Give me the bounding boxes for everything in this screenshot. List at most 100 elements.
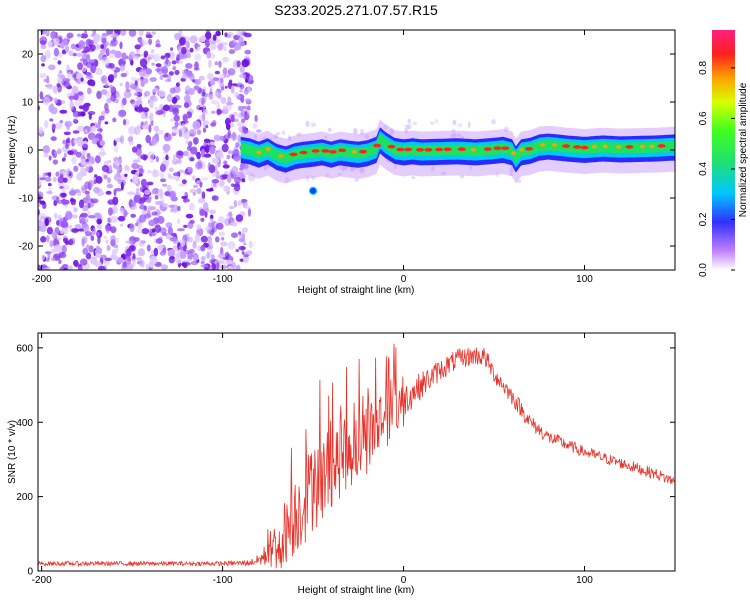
noise-blob [48, 64, 56, 71]
ridge-peak [591, 145, 597, 149]
noise-blob [221, 143, 229, 153]
noise-blob [90, 62, 95, 67]
noise-blob [230, 39, 237, 47]
noise-blob [219, 155, 224, 160]
noise-blob [73, 138, 78, 145]
noise-blob [110, 38, 118, 46]
noise-blob [100, 89, 108, 95]
noise-blob [210, 122, 217, 127]
noise-blob [73, 118, 78, 122]
halo-blob [263, 136, 267, 140]
noise-blob [210, 110, 216, 114]
noise-blob [62, 170, 69, 177]
noise-blob [192, 192, 196, 196]
noise-blob [46, 83, 54, 90]
noise-blob [235, 264, 241, 270]
ridge-peak [483, 147, 492, 151]
noise-blob [216, 102, 220, 111]
ridge-peak [573, 145, 582, 149]
noise-blob [227, 129, 231, 139]
noise-blob [140, 240, 146, 244]
noise-blob [211, 171, 219, 178]
noise-blob [95, 123, 101, 129]
noise-blob [98, 115, 105, 121]
noise-blob [205, 124, 209, 129]
noise-blob [117, 215, 126, 222]
halo-blob [354, 178, 360, 182]
noise-blob [78, 105, 86, 110]
noise-blob [180, 239, 186, 247]
noise-blob [200, 256, 206, 261]
noise-blob [115, 237, 120, 243]
spectrogram-x-axis-label: Height of straight line (km) [298, 285, 415, 296]
noise-blob [73, 165, 79, 172]
noise-blob [183, 131, 191, 140]
ridge-peak [299, 150, 308, 155]
noise-blob [245, 98, 251, 103]
noise-blob [200, 264, 209, 268]
noise-blob [155, 200, 163, 205]
noise-blob [215, 30, 221, 37]
noise-blob [167, 249, 176, 257]
noise-blob [47, 183, 52, 187]
noise-blob [201, 35, 206, 42]
noise-blob [174, 70, 180, 75]
noise-blob [40, 55, 47, 63]
noise-blob [78, 40, 86, 49]
halo-blob [324, 135, 328, 139]
noise-blob [222, 108, 229, 115]
noise-blob [105, 229, 110, 234]
noise-blob [200, 260, 205, 265]
noise-blob [99, 140, 106, 146]
noise-blob [39, 72, 47, 79]
noise-blob [106, 183, 114, 189]
noise-blob [136, 49, 141, 54]
noise-blob [201, 177, 209, 181]
halo-blob [457, 133, 461, 137]
noise-blob [154, 224, 161, 234]
noise-blob [223, 46, 227, 52]
noise-blob [60, 42, 65, 49]
noise-blob [241, 105, 248, 110]
noise-blob [71, 85, 79, 95]
noise-blob [241, 227, 249, 233]
noise-blob [133, 55, 140, 60]
noise-blob [87, 210, 91, 216]
noise-blob [241, 251, 245, 255]
noise-blob [87, 215, 96, 219]
noise-blob [136, 143, 142, 149]
noise-blob [228, 211, 233, 218]
noise-blob [196, 224, 202, 231]
noise-blob [183, 150, 189, 156]
ridge-peak [562, 144, 571, 148]
noise-blob [154, 106, 158, 111]
noise-blob [239, 89, 243, 93]
ridge-peak [501, 146, 510, 150]
noise-blob [199, 181, 203, 188]
halo-blob [359, 167, 365, 173]
noise-blob [94, 59, 99, 68]
noise-blob [201, 97, 205, 105]
noise-blob [68, 50, 74, 57]
noise-blob [67, 265, 71, 270]
noise-blob [210, 214, 214, 219]
noise-blob [124, 173, 128, 177]
noise-blob [129, 84, 138, 90]
halo-blob [452, 119, 457, 126]
noise-blob [237, 200, 242, 207]
noise-blob [45, 257, 50, 263]
noise-blob [241, 178, 246, 183]
halo-blob [254, 134, 257, 140]
noise-blob [38, 219, 44, 227]
noise-blob [39, 177, 46, 181]
ridge-peak [265, 147, 271, 151]
noise-blob [193, 184, 198, 188]
ridge-peak [311, 149, 320, 153]
noise-blob [119, 223, 124, 227]
noise-blob [74, 99, 83, 107]
noise-blob [153, 247, 159, 257]
noise-blob [239, 73, 247, 78]
noise-blob [160, 178, 167, 183]
noise-blob [192, 240, 197, 249]
colorbar-tick-label: 0.0 [698, 263, 709, 277]
